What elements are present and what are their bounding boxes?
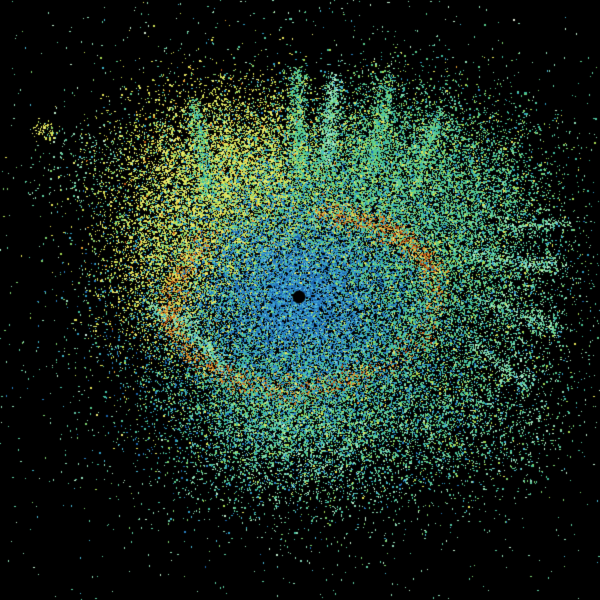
point-cloud-canvas (0, 0, 600, 600)
point-cloud-figure (0, 0, 600, 600)
